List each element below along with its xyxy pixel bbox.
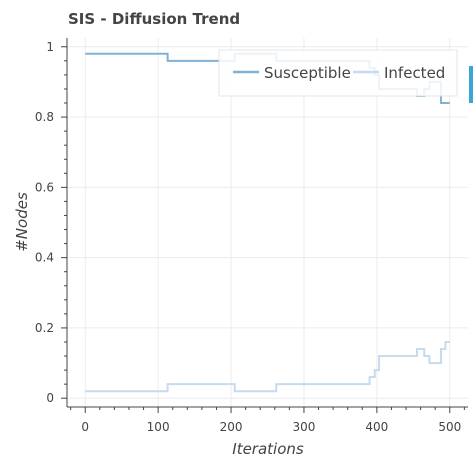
legend-label-infected: Infected	[384, 64, 445, 82]
y-tick-label-0: 0	[46, 391, 54, 405]
y-tick-label-5: 1	[46, 40, 54, 54]
y-tick-label-2: 0.4	[35, 251, 54, 265]
legend: Susceptible Infected	[218, 49, 458, 97]
x-tick-label-1: 100	[147, 420, 170, 434]
y-tick-label-3: 0.6	[35, 180, 54, 194]
x-tick-label-0: 0	[81, 420, 89, 434]
y-tick-label-1: 0.2	[35, 321, 54, 335]
series-line-infected	[85, 340, 450, 393]
x-tick-label-4: 400	[365, 420, 388, 434]
x-tick-label-3: 300	[293, 420, 316, 434]
series-lines	[85, 52, 450, 393]
x-axis-label: Iterations	[232, 440, 304, 458]
toolbar-edge-marker	[469, 66, 473, 103]
x-tick-label-5: 500	[438, 420, 461, 434]
legend-label-susceptible: Susceptible	[264, 64, 351, 82]
y-axis-label: #Nodes	[13, 192, 31, 252]
x-tick-label-2: 200	[220, 420, 243, 434]
ticks: 0 100 200 300 400 500 0 0.2 0.4 0.6 0.8 1	[35, 40, 465, 434]
grid	[67, 38, 468, 407]
y-tick-label-4: 0.8	[35, 110, 54, 124]
axes	[66, 38, 468, 408]
chart-title: SIS - Diffusion Trend	[68, 10, 240, 28]
